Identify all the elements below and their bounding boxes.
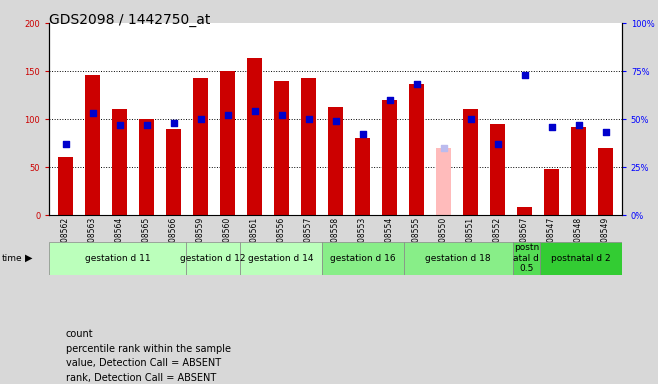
Point [303, 116, 314, 122]
Point [88, 110, 98, 116]
Text: value, Detection Call = ABSENT: value, Detection Call = ABSENT [66, 358, 221, 368]
Bar [139, 119, 154, 215]
Bar [166, 129, 181, 215]
Bar [328, 107, 343, 215]
Bar [49, 242, 186, 275]
Bar [322, 242, 404, 275]
Point [519, 72, 530, 78]
Text: percentile rank within the sample: percentile rank within the sample [66, 344, 231, 354]
Point [492, 141, 503, 147]
Bar [193, 78, 208, 215]
Bar [301, 78, 316, 215]
Point [330, 118, 341, 124]
Text: gestation d 12: gestation d 12 [180, 254, 245, 263]
Point [546, 124, 557, 130]
Text: gestation d 16: gestation d 16 [330, 254, 395, 263]
Point [438, 145, 449, 151]
Point [411, 81, 422, 88]
Bar [247, 58, 262, 215]
Bar [58, 157, 73, 215]
Bar [571, 127, 586, 215]
Text: GDS2098 / 1442750_at: GDS2098 / 1442750_at [49, 13, 211, 27]
Point [114, 122, 125, 128]
Bar [436, 148, 451, 215]
Bar [463, 109, 478, 215]
Bar [240, 242, 322, 275]
Bar [112, 109, 127, 215]
Text: rank, Detection Call = ABSENT: rank, Detection Call = ABSENT [66, 373, 216, 383]
Bar [517, 207, 532, 215]
Point [222, 112, 233, 118]
Point [168, 120, 179, 126]
Point [141, 122, 152, 128]
Text: time: time [1, 254, 22, 263]
Point [600, 129, 611, 136]
Bar [540, 242, 622, 275]
Bar [513, 242, 540, 275]
Bar [598, 148, 613, 215]
Bar [544, 169, 559, 215]
Bar [220, 71, 235, 215]
Bar [274, 81, 289, 215]
Bar [409, 84, 424, 215]
Text: gestation d 14: gestation d 14 [248, 254, 314, 263]
Bar [186, 242, 240, 275]
Point [249, 108, 260, 114]
Point [276, 112, 287, 118]
Bar [490, 124, 505, 215]
Text: gestation d 11: gestation d 11 [85, 254, 150, 263]
Point [357, 131, 368, 137]
Text: ▶: ▶ [25, 253, 32, 263]
Point [573, 122, 584, 128]
Point [61, 141, 71, 147]
Text: postn
atal d
0.5: postn atal d 0.5 [513, 243, 540, 273]
Bar [355, 138, 370, 215]
Text: count: count [66, 329, 93, 339]
Bar [404, 242, 513, 275]
Text: postnatal d 2: postnatal d 2 [551, 254, 611, 263]
Point [465, 116, 476, 122]
Point [384, 97, 395, 103]
Bar [382, 100, 397, 215]
Text: gestation d 18: gestation d 18 [426, 254, 491, 263]
Bar [85, 75, 100, 215]
Point [195, 116, 206, 122]
